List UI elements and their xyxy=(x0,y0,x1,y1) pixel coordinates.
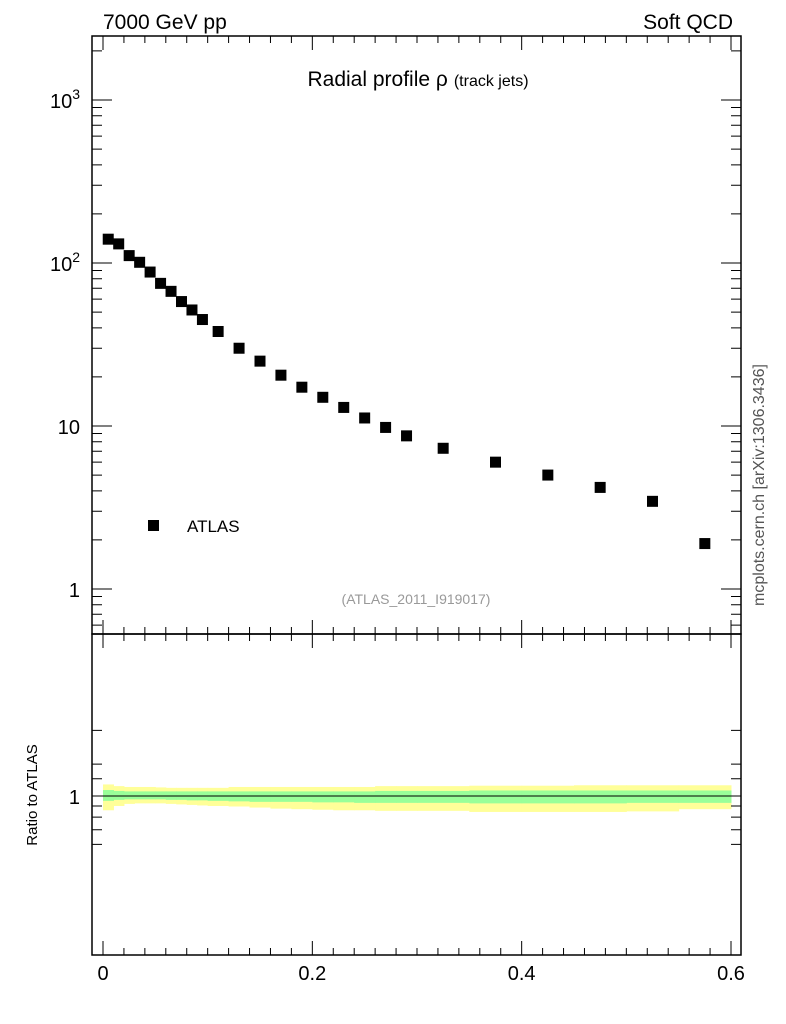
header-left: 7000 GeV pp xyxy=(103,11,227,34)
legend-marker-atlas xyxy=(148,520,159,531)
side-label: mcplots.cern.ch [arXiv:1306.3436] xyxy=(751,364,768,606)
ratio-band-stat xyxy=(270,791,292,802)
tick-marks xyxy=(92,36,741,955)
ratio-y-tick-label-1: 1 xyxy=(69,787,80,809)
ratio-band-stat xyxy=(103,790,114,801)
y-tick-label-2: 102 xyxy=(50,249,80,276)
data-point xyxy=(380,421,392,433)
ratio-band-stat xyxy=(144,791,156,800)
data-point xyxy=(113,238,125,250)
ratio-y-axis-label: Ratio to ATLAS xyxy=(24,744,41,845)
x-tick-label-1: 0.2 xyxy=(298,963,326,985)
data-point xyxy=(296,381,308,393)
main-y-tick-labels: 1 10 102 103 xyxy=(50,86,80,602)
data-point xyxy=(254,355,266,367)
y-tick-label-1: 10 xyxy=(58,417,80,439)
ratio-bands xyxy=(103,784,732,812)
data-point xyxy=(144,266,156,278)
data-point xyxy=(275,369,287,381)
main-data-points xyxy=(102,233,711,550)
y-tick-label-0: 1 xyxy=(69,580,80,602)
data-point xyxy=(359,412,371,424)
data-point xyxy=(134,256,146,268)
data-point xyxy=(233,342,245,354)
data-point xyxy=(647,495,658,507)
data-point xyxy=(186,304,198,316)
data-point xyxy=(338,401,350,413)
ratio-band-stat xyxy=(291,791,313,802)
data-point xyxy=(594,481,606,493)
plot-title: Radial profile ρ (track jets) xyxy=(307,68,528,91)
x-tick-label-2: 0.4 xyxy=(508,963,536,985)
ratio-band-stat xyxy=(375,790,397,803)
ratio-axis-ticks xyxy=(92,729,741,845)
ratio-band-stat xyxy=(521,790,575,804)
ratio-band-stat xyxy=(626,790,680,803)
ratio-band-stat xyxy=(134,791,146,800)
data-point xyxy=(176,296,187,308)
main-plot-frame xyxy=(91,35,742,635)
main-axis-ticks xyxy=(92,36,741,955)
x-tick-labels: 0 0.2 0.4 0.6 xyxy=(97,963,744,985)
ratio-band-stat xyxy=(249,791,271,802)
ratio-band-stat xyxy=(155,791,167,800)
data-point xyxy=(196,314,208,326)
plot-title-sub: (track jets) xyxy=(454,73,529,90)
ratio-band-stat xyxy=(417,790,470,803)
data-point xyxy=(155,277,167,289)
ratio-band-stat xyxy=(396,790,418,803)
data-point xyxy=(542,469,554,481)
ratio-band-stat xyxy=(678,790,732,803)
ratio-band-stat xyxy=(469,790,523,804)
x-tick-label-3: 0.6 xyxy=(717,963,745,985)
ratio-band-stat xyxy=(123,791,135,800)
data-point xyxy=(212,325,224,337)
legend-label-atlas: ATLAS xyxy=(187,517,240,536)
data-point xyxy=(317,391,329,403)
data-point xyxy=(123,250,135,262)
data-point xyxy=(165,285,177,297)
ratio-band-stat xyxy=(333,791,355,803)
x-tick-label-0: 0 xyxy=(97,963,108,985)
ratio-band-stat xyxy=(113,790,125,800)
y-tick-label-3: 103 xyxy=(50,86,80,113)
ratio-band-stat xyxy=(354,791,376,803)
data-point xyxy=(699,538,711,550)
data-point xyxy=(401,430,413,442)
data-point xyxy=(437,442,449,454)
analysis-label: (ATLAS_2011_I919017) xyxy=(342,591,491,607)
ratio-plot-frame xyxy=(91,633,742,956)
data-point xyxy=(490,456,501,468)
plot-title-main: Radial profile ρ xyxy=(307,68,447,91)
ratio-tick-marks xyxy=(92,729,741,845)
ratio-band-stat xyxy=(312,791,334,803)
header-right: Soft QCD xyxy=(643,11,733,34)
ratio-band-stat xyxy=(574,790,627,804)
data-point xyxy=(102,233,114,245)
